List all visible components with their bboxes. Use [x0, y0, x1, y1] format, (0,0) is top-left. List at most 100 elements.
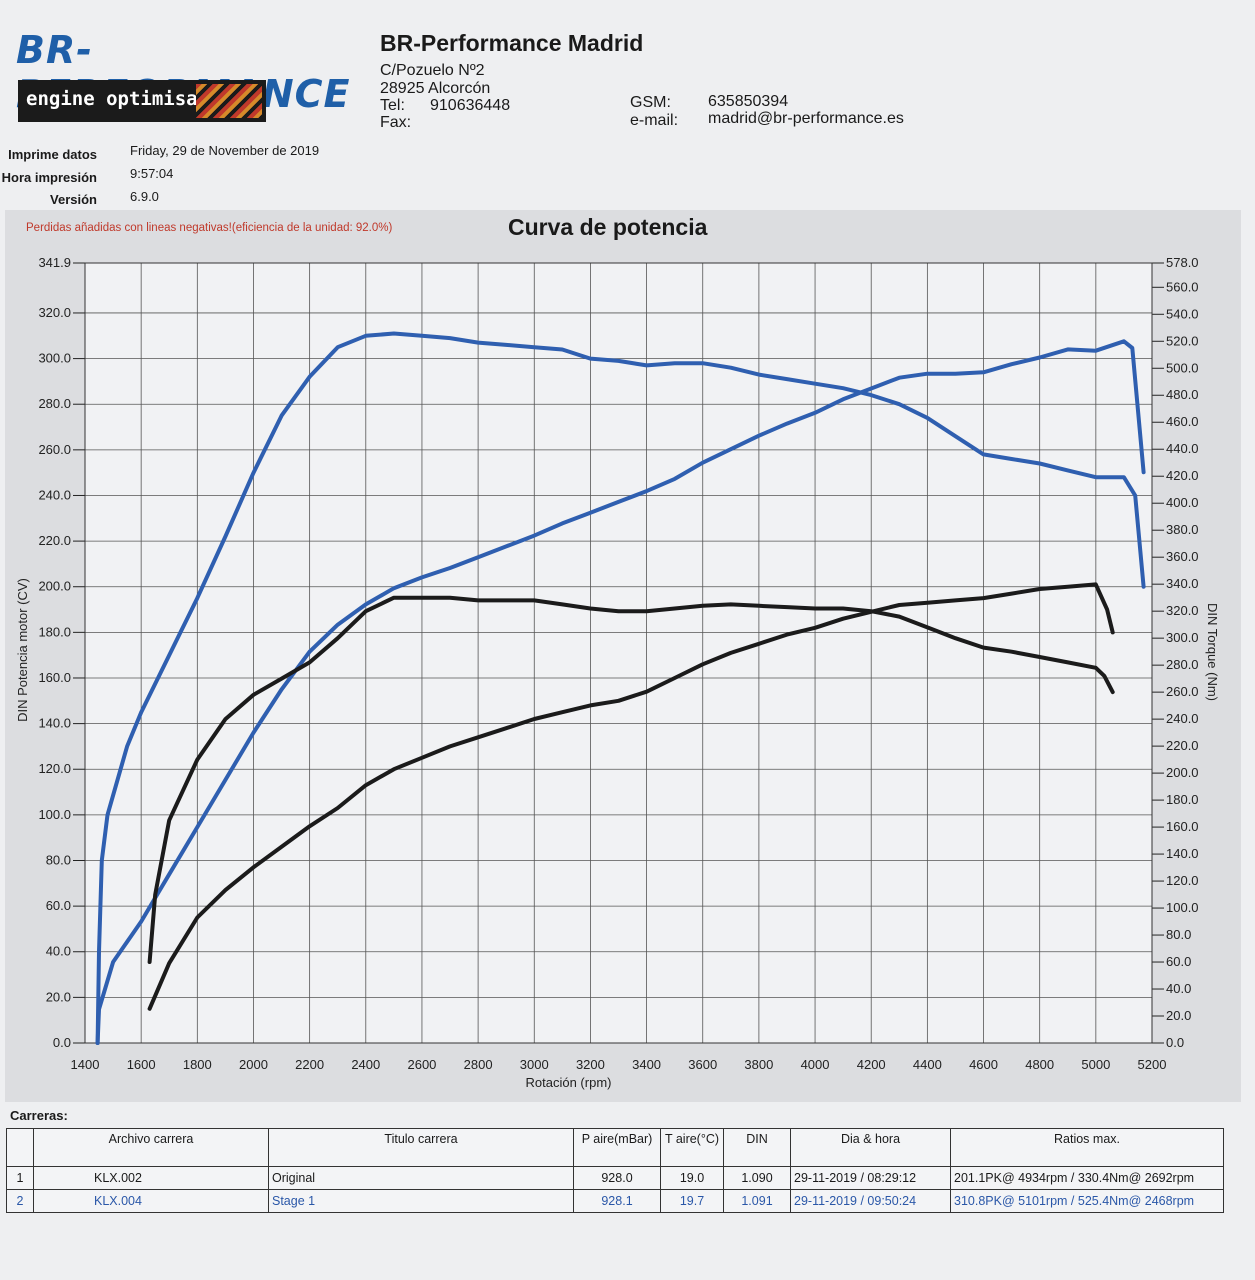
x-tick-label: 3000 [520, 1057, 549, 1072]
run-index: 1 [6, 1166, 34, 1190]
y-right-tick-label: 40.0 [1166, 981, 1191, 996]
y-left-tick-label: 20.0 [46, 989, 71, 1004]
x-tick-label: 3800 [744, 1057, 773, 1072]
x-tick-label: 1400 [71, 1057, 100, 1072]
col-header-index [6, 1128, 34, 1167]
tel-label: Tel: [380, 97, 405, 114]
gsm-value: 635850394 [708, 93, 789, 110]
y-right-tick-label: 578.0 [1166, 255, 1199, 270]
run-file: KLX.002 [33, 1166, 269, 1190]
fax-label: Fax: [380, 114, 412, 131]
y-left-tick-label: 260.0 [38, 442, 71, 457]
y-right-tick-label: 380.0 [1166, 522, 1199, 537]
email-label: e-mail: [630, 112, 679, 129]
y-left-tick-label: 40.0 [46, 944, 71, 959]
series-line-original-power [147, 582, 1115, 1011]
plot-area [85, 263, 1152, 1043]
email-value: madrid@br-performance.es [708, 110, 904, 127]
run-temp: 19.0 [660, 1166, 724, 1190]
logo-tagline: engine optimisation [26, 88, 244, 110]
col-header-datetime: Dia & hora [790, 1128, 951, 1167]
y-right-tick-label: 80.0 [1166, 927, 1191, 942]
x-tick-label: 4200 [857, 1057, 886, 1072]
y-right-tick-label: 340.0 [1166, 576, 1199, 591]
x-tick-label: 4800 [1025, 1057, 1054, 1072]
y-right-tick-label: 140.0 [1166, 846, 1199, 861]
run-title: Stage 1 [268, 1189, 574, 1213]
y-right-tick-label: 120.0 [1166, 873, 1199, 888]
y-right-tick-label: 480.0 [1166, 387, 1199, 402]
series-line-stage-1-power [95, 331, 1146, 1045]
y-left-tick-label: 240.0 [38, 487, 71, 502]
run-din: 1.091 [723, 1189, 791, 1213]
run-file: KLX.004 [33, 1189, 269, 1213]
version-value: 6.9.0 [130, 189, 159, 204]
y-left-tick-label: 60.0 [46, 898, 71, 913]
logo-tagline-bar: engine optimisation [18, 80, 266, 122]
x-tick-label: 5000 [1081, 1057, 1110, 1072]
run-temp: 19.7 [660, 1189, 724, 1213]
y-left-tick-label: 280.0 [38, 396, 71, 411]
y-right-tick-label: 200.0 [1166, 765, 1199, 780]
y-right-tick-label: 500.0 [1166, 360, 1199, 375]
address-line-2: 28925 Alcorcón [380, 80, 491, 97]
plot-border [84, 262, 1153, 1044]
y-right-tick-label: 160.0 [1166, 819, 1199, 834]
y-left-tick-label: 140.0 [38, 716, 71, 731]
x-tick-label: 3200 [576, 1057, 605, 1072]
x-tick-label: 2400 [351, 1057, 380, 1072]
run-index: 2 [6, 1189, 34, 1213]
print-time-label: Hora impresión [1, 170, 97, 185]
address-line-1: C/Pozuelo Nº2 [380, 62, 485, 79]
col-header-file: Archivo carrera [33, 1128, 269, 1167]
y-left-tick-label: 0.0 [53, 1035, 71, 1050]
y-left-tick-label: 341.9 [38, 255, 71, 270]
y-left-tick-label: 100.0 [38, 807, 71, 822]
x-tick-label: 3400 [632, 1057, 661, 1072]
run-ratios: 310.8PK@ 5101rpm / 525.4Nm@ 2468rpm [950, 1189, 1224, 1213]
x-axis-label: Rotación (rpm) [526, 1075, 612, 1090]
table-row[interactable]: 2 KLX.004 Stage 1 928.1 19.7 1.091 29-11… [6, 1189, 1224, 1213]
x-tick-label: 1600 [127, 1057, 156, 1072]
table-row[interactable]: 1 KLX.002 Original 928.0 19.0 1.090 29-1… [6, 1166, 1224, 1190]
y-right-axis-label: DIN Torque (Nm) [1205, 603, 1220, 701]
x-tick-label: 2200 [295, 1057, 324, 1072]
col-header-pressure: P aire(mBar) [573, 1128, 661, 1167]
y-left-tick-label: 320.0 [38, 305, 71, 320]
y-right-tick-label: 260.0 [1166, 684, 1199, 699]
y-right-tick-label: 460.0 [1166, 414, 1199, 429]
col-header-ratios: Ratios max. [950, 1128, 1224, 1167]
print-date-value: Friday, 29 de November de 2019 [130, 143, 320, 158]
y-right-tick-label: 300.0 [1166, 630, 1199, 645]
run-ratios: 201.1PK@ 4934rpm / 330.4Nm@ 2692rpm [950, 1166, 1224, 1190]
runs-header-row: Archivo carrera Titulo carrera P aire(mB… [6, 1128, 1224, 1167]
print-time-value: 9:57:04 [130, 166, 174, 181]
chart-note: Perdidas añadidas con lineas negativas!(… [26, 222, 393, 234]
y-right-tick-label: 320.0 [1166, 603, 1199, 618]
y-right-tick-label: 540.0 [1166, 306, 1199, 321]
y-right-tick-label: 440.0 [1166, 441, 1199, 456]
company-name: BR-Performance Madrid [380, 30, 644, 56]
y-left-tick-label: 80.0 [46, 852, 71, 867]
run-pressure: 928.1 [573, 1189, 661, 1213]
x-tick-label: 3600 [688, 1057, 717, 1072]
run-datetime: 29-11-2019 / 09:50:24 [790, 1189, 951, 1213]
dyno-chart: 1400 1600 1800 2000 2200 2400 2600 2800 3000 3200… [15, 255, 1220, 1090]
y-right-tick-label: 240.0 [1166, 711, 1199, 726]
y-right-tick-label: 0.0 [1166, 1035, 1184, 1050]
x-tick-label: 2600 [407, 1057, 436, 1072]
y-left-tick-label: 160.0 [38, 670, 71, 685]
y-right-tick-label: 100.0 [1166, 900, 1199, 915]
runs-title: Carreras: [10, 1108, 68, 1123]
y-left-tick-label: 220.0 [38, 533, 71, 548]
x-tick-label: 2000 [239, 1057, 268, 1072]
x-tick-label: 2800 [464, 1057, 493, 1072]
series-line-original-torque [147, 595, 1115, 964]
y-right-tick-label: 220.0 [1166, 738, 1199, 753]
col-header-title: Titulo carrera [268, 1128, 574, 1167]
run-title: Original [268, 1166, 574, 1190]
print-date-label: Imprime datos [8, 147, 97, 162]
chart-title: Curva de potencia [508, 214, 708, 240]
y-right-tick-label: 180.0 [1166, 792, 1199, 807]
x-tick-label: 4400 [913, 1057, 942, 1072]
